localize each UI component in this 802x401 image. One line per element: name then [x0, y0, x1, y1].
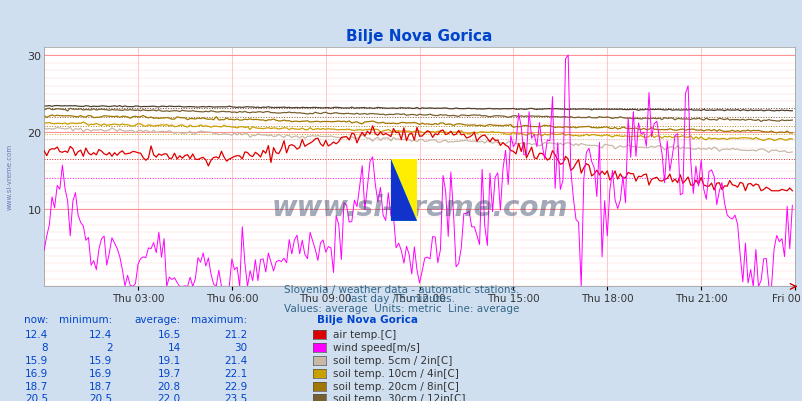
Text: soil temp. 10cm / 4in[C]: soil temp. 10cm / 4in[C] — [333, 368, 459, 378]
Text: 18.7: 18.7 — [25, 381, 48, 391]
Text: maximum:: maximum: — [191, 314, 247, 324]
Text: 12.4: 12.4 — [25, 329, 48, 339]
Text: now:: now: — [23, 314, 48, 324]
Text: 20.5: 20.5 — [89, 393, 112, 401]
Text: 20.8: 20.8 — [157, 381, 180, 391]
Title: Bilje Nova Gorica: Bilje Nova Gorica — [346, 29, 492, 44]
Text: 23.5: 23.5 — [224, 393, 247, 401]
Text: 15.9: 15.9 — [89, 355, 112, 365]
Text: 2: 2 — [106, 342, 112, 352]
Text: soil temp. 30cm / 12in[C]: soil temp. 30cm / 12in[C] — [333, 393, 465, 401]
Text: 21.2: 21.2 — [224, 329, 247, 339]
Text: 15.9: 15.9 — [25, 355, 48, 365]
Text: 8: 8 — [42, 342, 48, 352]
Text: 19.7: 19.7 — [157, 368, 180, 378]
Text: 12.4: 12.4 — [89, 329, 112, 339]
Text: 20.5: 20.5 — [25, 393, 48, 401]
Text: soil temp. 5cm / 2in[C]: soil temp. 5cm / 2in[C] — [333, 355, 452, 365]
Text: 22.0: 22.0 — [157, 393, 180, 401]
Text: 16.9: 16.9 — [89, 368, 112, 378]
Bar — [391, 160, 416, 221]
Text: 16.5: 16.5 — [157, 329, 180, 339]
Polygon shape — [391, 160, 416, 221]
Text: wind speed[m/s]: wind speed[m/s] — [333, 342, 419, 352]
Text: average:: average: — [134, 314, 180, 324]
Text: 21.4: 21.4 — [224, 355, 247, 365]
Text: 30: 30 — [234, 342, 247, 352]
Text: 22.1: 22.1 — [224, 368, 247, 378]
Text: 19.1: 19.1 — [157, 355, 180, 365]
Text: Values: average  Units: metric  Line: average: Values: average Units: metric Line: aver… — [283, 303, 519, 313]
Text: 22.9: 22.9 — [224, 381, 247, 391]
Text: Slovenia / weather data - automatic stations.: Slovenia / weather data - automatic stat… — [283, 284, 519, 294]
Text: minimum:: minimum: — [59, 314, 112, 324]
Text: www.si-vreme.com: www.si-vreme.com — [271, 194, 567, 222]
Text: 14: 14 — [167, 342, 180, 352]
Text: 16.9: 16.9 — [25, 368, 48, 378]
Text: soil temp. 20cm / 8in[C]: soil temp. 20cm / 8in[C] — [333, 381, 459, 391]
Polygon shape — [391, 160, 416, 221]
Text: www.si-vreme.com: www.si-vreme.com — [6, 144, 13, 209]
Text: air temp.[C]: air temp.[C] — [333, 329, 396, 339]
Text: 18.7: 18.7 — [89, 381, 112, 391]
Text: Bilje Nova Gorica: Bilje Nova Gorica — [317, 314, 418, 324]
Text: last day / 5 minutes.: last day / 5 minutes. — [347, 294, 455, 304]
